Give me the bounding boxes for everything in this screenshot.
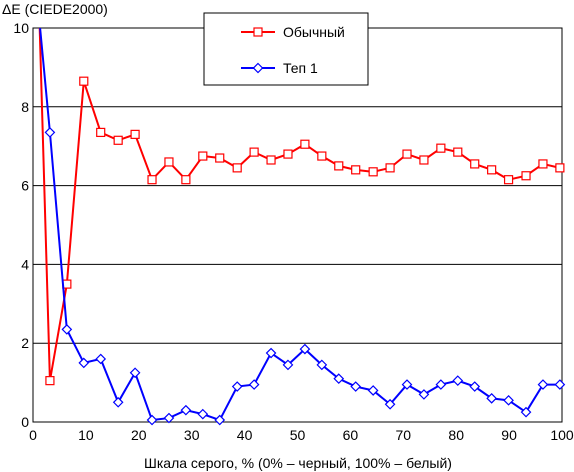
data-point — [96, 127, 106, 138]
data-point — [486, 393, 497, 404]
data-point — [537, 379, 549, 390]
series-layer — [38, 28, 566, 426]
data-point — [384, 398, 396, 410]
x-tick-label: 70 — [396, 427, 412, 443]
data-point — [181, 175, 191, 185]
data-point — [419, 155, 429, 165]
data-point — [197, 408, 209, 420]
x-tick-labels: 0 10 20 30 40 50 60 70 80 90 100 — [29, 427, 574, 443]
data-point — [418, 389, 430, 400]
x-tick-label: 50 — [290, 427, 306, 443]
x-tick-label: 30 — [184, 427, 200, 443]
data-point — [61, 324, 73, 335]
data-point — [368, 167, 378, 177]
data-point — [367, 385, 379, 396]
series-1 — [38, 28, 565, 386]
data-point — [232, 163, 242, 173]
y-axis-label: ΔE (CIEDE2000) — [2, 1, 108, 17]
legend-label: Обычный — [283, 24, 345, 40]
data-point — [266, 155, 276, 165]
legend-item-2: Теп 1 — [241, 60, 318, 76]
data-point — [130, 129, 140, 139]
data-point — [503, 394, 514, 406]
data-point — [350, 381, 362, 392]
data-point — [231, 381, 243, 392]
data-point — [215, 153, 225, 163]
data-point — [113, 135, 123, 145]
data-point — [503, 175, 514, 185]
data-point — [147, 175, 157, 185]
data-point — [469, 381, 481, 392]
legend-label: Теп 1 — [283, 60, 318, 76]
data-point — [402, 149, 412, 159]
data-point — [163, 412, 175, 424]
x-tick-label: 0 — [29, 427, 37, 443]
data-point — [554, 379, 566, 390]
data-point — [248, 379, 260, 390]
x-tick-label: 10 — [78, 427, 94, 443]
legend-marker — [253, 27, 263, 37]
data-point — [538, 159, 548, 169]
data-point — [198, 151, 208, 161]
y-tick-label: 8 — [21, 99, 29, 115]
data-point — [78, 357, 90, 369]
x-tick-label: 100 — [550, 427, 574, 443]
data-point — [317, 151, 327, 161]
data-point — [453, 147, 463, 157]
data-point — [351, 165, 361, 175]
data-point — [283, 149, 293, 159]
data-point — [470, 159, 480, 169]
x-tick-label: 60 — [343, 427, 359, 443]
data-point — [436, 143, 446, 153]
x-tick-label: 40 — [237, 427, 253, 443]
legend: Обычный Теп 1 — [203, 12, 369, 86]
legend-marker — [252, 62, 264, 74]
data-point — [435, 379, 447, 390]
data-point — [112, 396, 124, 408]
y-tick-label: 6 — [21, 178, 29, 194]
y-tick-labels: 0 2 4 6 8 10 — [13, 20, 29, 430]
data-point — [299, 343, 311, 355]
data-point — [401, 379, 413, 390]
x-tick-label: 80 — [448, 427, 464, 443]
data-point — [385, 163, 395, 173]
data-point — [44, 127, 56, 138]
data-point — [282, 359, 294, 371]
data-point — [334, 161, 344, 171]
legend-box — [203, 12, 369, 86]
data-point — [214, 414, 226, 426]
x-axis-label: Шкала серого, % (0% – черный, 100% – бел… — [144, 455, 452, 471]
data-point — [333, 373, 345, 385]
data-point — [300, 139, 310, 149]
data-point — [487, 165, 497, 175]
y-tick-label: 4 — [21, 256, 29, 272]
data-point — [45, 376, 55, 386]
data-point — [249, 147, 259, 157]
y-tick-label: 0 — [21, 414, 29, 430]
y-tick-label: 10 — [13, 20, 29, 36]
legend-item-1: Обычный — [241, 24, 345, 40]
data-point — [265, 347, 277, 359]
x-tick-label: 20 — [131, 427, 147, 443]
x-tick-label: 90 — [501, 427, 517, 443]
data-point — [452, 375, 464, 386]
data-point — [521, 171, 531, 181]
y-tick-label: 2 — [21, 335, 29, 351]
data-point — [95, 353, 107, 365]
data-point — [129, 367, 141, 379]
data-point — [555, 163, 565, 173]
series-2 — [39, 28, 566, 426]
data-point — [146, 414, 158, 426]
data-point — [316, 359, 328, 371]
plot-area-frame — [32, 27, 563, 423]
data-point — [79, 76, 89, 86]
data-point — [164, 157, 174, 167]
data-point — [520, 406, 532, 418]
data-point — [180, 404, 192, 416]
